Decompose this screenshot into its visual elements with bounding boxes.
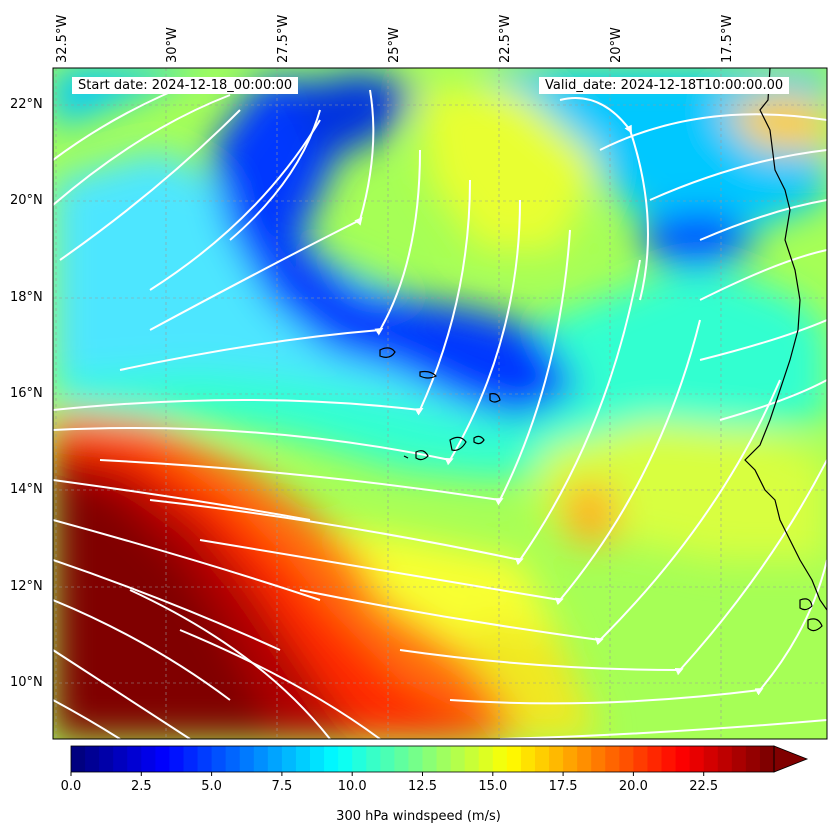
lat-label-22: 22°N — [10, 97, 43, 112]
streamlines — [53, 79, 827, 739]
colorbar-segment — [731, 746, 747, 772]
colorbar-segment — [394, 746, 410, 772]
lon-label-30: 30°W — [165, 27, 180, 63]
colorbar-segment — [717, 746, 733, 772]
valid-date-label: Valid_date: 2024-12-18T10:00:00.00 — [539, 77, 790, 94]
colorbar-segment — [366, 746, 381, 772]
lon-label-25: 25°W — [387, 27, 402, 63]
colorbar-segment — [478, 746, 494, 772]
lat-label-12: 12°N — [10, 579, 43, 594]
colorbar-segment — [633, 746, 649, 772]
colorbar-tick-label: 12.5 — [408, 779, 437, 794]
lon-label-27-5: 27.5°W — [276, 14, 291, 63]
colorbar-segment — [605, 746, 620, 772]
colorbar-segment — [267, 746, 283, 772]
colorbar-segment — [422, 746, 438, 772]
colorbar-segment — [183, 746, 199, 772]
colorbar-segment — [534, 746, 550, 772]
colorbar-segment — [338, 746, 353, 772]
colorbar-segment — [85, 746, 100, 772]
colorbar-segment — [759, 746, 775, 772]
colorbar-tick-label: 5.0 — [201, 779, 222, 794]
lon-label-20: 20°W — [609, 27, 624, 63]
colorbar-segment — [577, 746, 592, 772]
colorbar-segment — [408, 746, 424, 772]
colorbar-segment — [520, 746, 536, 772]
colorbar — [70, 745, 809, 776]
map-frame — [52, 67, 828, 740]
lon-label-22-5: 22.5°W — [498, 14, 513, 63]
colorbar-tick-label: 15.0 — [478, 779, 508, 794]
colorbar-segment — [71, 746, 86, 772]
colorbar-label: 300 hPa windspeed (m/s) — [336, 809, 501, 824]
colorbar-tick-label: 2.5 — [130, 779, 152, 794]
colorbar-segment — [281, 746, 297, 772]
colorbar-segment — [324, 746, 339, 772]
colorbar-segment — [647, 746, 663, 772]
colorbar-segment — [703, 746, 719, 772]
gridlines — [53, 68, 827, 739]
colorbar-segment — [197, 746, 213, 772]
colorbar-segment — [591, 746, 606, 772]
colorbar-tick-label: 17.5 — [548, 779, 578, 794]
colorbar-segment — [745, 746, 761, 772]
colorbar-tick-label: 20.0 — [618, 779, 648, 794]
colorbar-segment — [253, 746, 269, 772]
colorbar-tick-label: 7.5 — [271, 779, 293, 794]
colorbar-extend-arrow — [773, 745, 809, 773]
colorbar-segment — [506, 746, 522, 772]
colorbar-segment — [464, 746, 480, 772]
colorbar-segment — [450, 746, 466, 772]
colorbar-segment — [211, 746, 227, 772]
lat-label-16: 16°N — [10, 386, 43, 401]
lat-label-14: 14°N — [10, 482, 43, 497]
colorbar-tick-label: 22.5 — [689, 779, 719, 794]
colorbar-segment — [155, 746, 171, 772]
colorbar-segment — [436, 746, 452, 772]
colorbar-segment — [99, 746, 114, 772]
colorbar-tick-label: 0.0 — [60, 779, 82, 794]
colorbar-segment — [141, 746, 156, 772]
colorbar-segment — [661, 746, 677, 772]
start-date-label: Start date: 2024-12-18_00:00:00 — [72, 77, 299, 94]
colorbar-segment — [113, 746, 128, 772]
colorbar-segment — [549, 746, 564, 772]
lon-label-32-5: 32.5°W — [55, 14, 70, 63]
lat-label-10: 10°N — [10, 675, 43, 690]
colorbar-segment — [169, 746, 185, 772]
colorbar-segment — [675, 746, 691, 772]
lat-label-18: 18°N — [10, 290, 43, 305]
colorbar-segment — [310, 746, 325, 772]
colorbar-segment — [352, 746, 367, 772]
lat-label-20: 20°N — [10, 193, 43, 208]
colorbar-segment — [689, 746, 705, 772]
colorbar-segment — [127, 746, 142, 772]
colorbar-segment — [492, 746, 508, 772]
colorbar-segment — [619, 746, 634, 772]
colorbar-segment — [225, 746, 241, 772]
windspeed-field — [53, 68, 827, 739]
colorbar-segment — [295, 746, 311, 772]
colorbar-tick-label: 10.0 — [337, 779, 367, 794]
colorbar-segment — [380, 746, 395, 772]
lon-label-17-5: 17.5°W — [720, 14, 735, 63]
colorbar-segment — [563, 746, 578, 772]
colorbar-segment — [239, 746, 255, 772]
coastline — [379, 68, 827, 632]
